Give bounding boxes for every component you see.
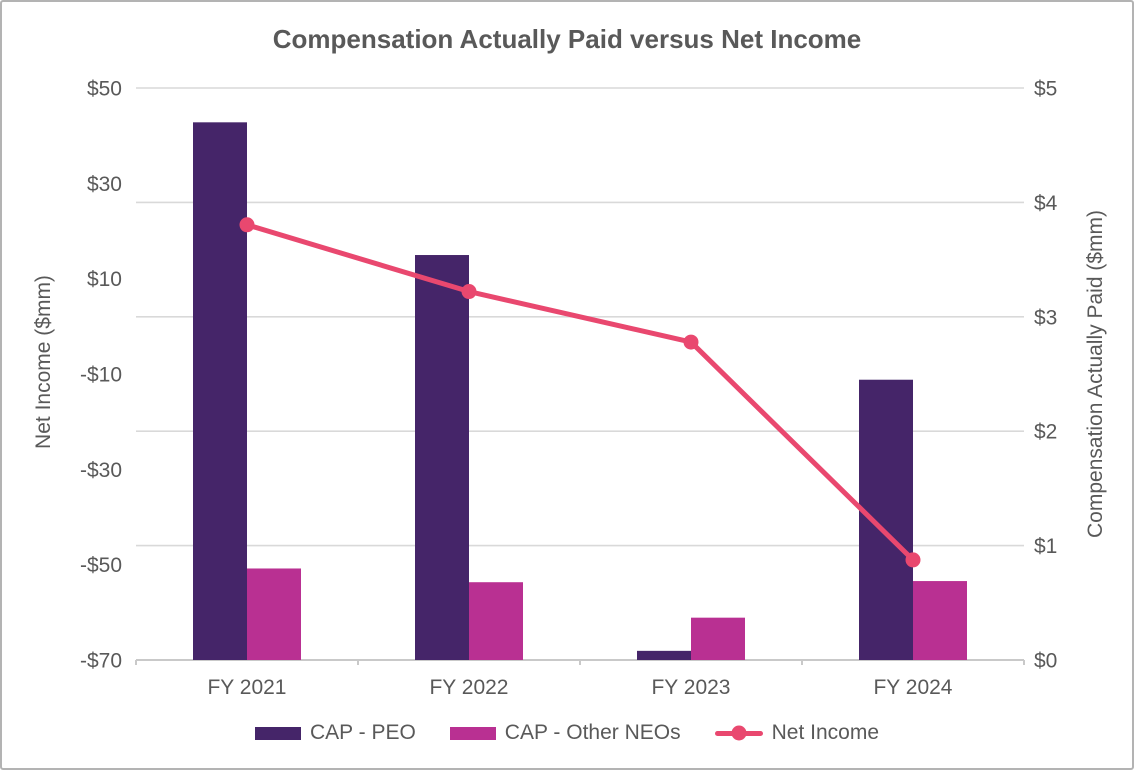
- legend-item-cap-peo: CAP - PEO: [254, 721, 416, 745]
- legend-bar-swatch: [449, 726, 496, 740]
- left-axis-tick-label: $30: [87, 173, 122, 196]
- bar-cap-peo: [859, 379, 913, 660]
- legend-item-net-income: Net Income: [714, 721, 880, 745]
- x-axis-category-label: FY 2022: [429, 676, 508, 699]
- left-axis-tick-label: $10: [87, 268, 122, 291]
- legend-label: CAP - Other NEOs: [504, 721, 681, 744]
- legend-bar-swatch: [254, 726, 301, 740]
- legend-line-swatch: [714, 725, 763, 741]
- bar-cap-peo: [415, 255, 469, 661]
- x-axis-category-label: FY 2021: [207, 676, 286, 699]
- right-axis-tick-label: $2: [1034, 421, 1057, 444]
- left-axis-tick-label: $50: [87, 78, 122, 101]
- bar-cap-other-neos: [469, 582, 523, 660]
- left-axis-tick-label: -$10: [80, 364, 122, 387]
- legend-item-cap-other-neos: CAP - Other NEOs: [449, 721, 681, 745]
- left-axis-tick-label: -$50: [80, 554, 122, 577]
- legend-label: Net Income: [771, 721, 880, 744]
- net-income-marker: [683, 334, 699, 350]
- legend-label: CAP - PEO: [309, 721, 416, 744]
- legend-line-marker: [731, 725, 747, 741]
- x-axis-category-label: FY 2024: [873, 676, 952, 699]
- left-axis-tick-label: -$30: [80, 459, 122, 482]
- bar-cap-peo: [637, 650, 691, 660]
- bar-cap-other-neos: [913, 581, 967, 660]
- right-axis-tick-label: $0: [1034, 650, 1057, 673]
- left-axis-tick-label: -$70: [80, 650, 122, 673]
- chart-title: Compensation Actually Paid versus Net In…: [272, 24, 862, 54]
- net-income-marker: [461, 284, 477, 300]
- legend: CAP - PEO CAP - Other NEOs Net Income: [2, 721, 1132, 745]
- right-axis-tick-label: $1: [1034, 535, 1057, 558]
- right-axis-tick-label: $5: [1034, 78, 1057, 101]
- net-income-marker: [905, 552, 921, 568]
- bar-cap-peo: [193, 122, 247, 660]
- net-income-marker: [239, 217, 255, 233]
- x-axis-category-label: FY 2023: [651, 676, 730, 699]
- right-axis-tick-label: $4: [1034, 192, 1058, 215]
- net-income-line: [244, 222, 916, 563]
- right-axis-tick-label: $3: [1034, 306, 1057, 329]
- bar-cap-other-neos: [247, 568, 301, 660]
- bar-cap-other-neos: [691, 617, 745, 660]
